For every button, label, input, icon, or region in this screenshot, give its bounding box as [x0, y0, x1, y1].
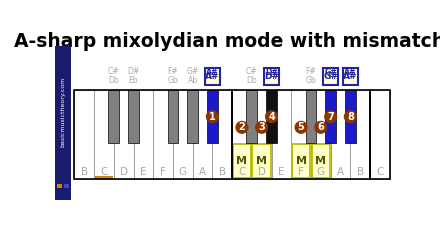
Text: G#: G# — [187, 67, 199, 76]
Text: C: C — [376, 167, 384, 177]
Bar — [266, 90, 277, 143]
Text: 3: 3 — [258, 122, 265, 132]
Text: D#: D# — [265, 68, 278, 77]
Text: A#: A# — [344, 68, 356, 77]
Bar — [311, 90, 330, 179]
Bar — [312, 144, 330, 178]
Text: basicmusictheory.com: basicmusictheory.com — [60, 76, 65, 147]
Text: B: B — [219, 167, 226, 177]
Bar — [252, 90, 271, 179]
Circle shape — [294, 121, 308, 134]
Text: M: M — [236, 156, 247, 166]
Bar — [323, 68, 338, 85]
Text: C#: C# — [246, 67, 257, 76]
Text: F#: F# — [168, 67, 178, 76]
Bar — [325, 90, 336, 143]
Text: E: E — [140, 167, 147, 177]
Circle shape — [206, 110, 219, 123]
Text: D: D — [258, 167, 266, 177]
Bar — [128, 90, 139, 143]
Bar — [264, 68, 279, 85]
Text: G: G — [179, 167, 187, 177]
Bar — [232, 90, 370, 179]
Text: G#: G# — [323, 72, 338, 81]
Bar — [350, 90, 370, 179]
Bar — [63, 184, 69, 188]
Bar — [271, 90, 291, 179]
Text: A-sharp mixolydian mode with mismatches: A-sharp mixolydian mode with mismatches — [14, 32, 440, 51]
Bar — [94, 90, 114, 179]
Text: A: A — [199, 167, 206, 177]
Text: M: M — [296, 156, 307, 166]
Text: 6: 6 — [317, 122, 324, 132]
Bar — [246, 90, 257, 143]
Text: Db: Db — [108, 76, 119, 85]
Bar — [232, 90, 252, 179]
Text: M: M — [315, 156, 326, 166]
Bar — [95, 176, 113, 179]
Text: 4: 4 — [268, 112, 275, 122]
Text: 2: 2 — [238, 122, 246, 132]
Bar — [207, 90, 218, 143]
Text: D#: D# — [264, 72, 279, 81]
Bar — [74, 90, 94, 179]
Text: C: C — [238, 167, 246, 177]
Text: 1: 1 — [209, 112, 216, 122]
Circle shape — [344, 110, 357, 123]
Bar — [330, 90, 350, 179]
Text: A: A — [337, 167, 344, 177]
Text: E: E — [278, 167, 285, 177]
Bar — [168, 90, 178, 143]
Text: B: B — [357, 167, 364, 177]
Bar — [370, 90, 390, 179]
Bar — [108, 90, 119, 143]
Bar — [345, 90, 356, 143]
Bar — [253, 144, 271, 178]
Text: F: F — [298, 167, 304, 177]
Circle shape — [324, 110, 337, 123]
Text: D: D — [120, 167, 128, 177]
Bar — [187, 90, 198, 143]
Bar — [173, 90, 193, 179]
Text: Ab: Ab — [187, 76, 198, 85]
Text: F#: F# — [305, 67, 316, 76]
Text: 8: 8 — [347, 112, 354, 122]
Bar — [114, 90, 133, 179]
Circle shape — [255, 121, 268, 134]
Text: A#: A# — [206, 68, 219, 77]
Text: C#: C# — [108, 67, 120, 76]
Text: F: F — [160, 167, 166, 177]
Text: Eb: Eb — [129, 76, 138, 85]
Bar — [292, 144, 310, 178]
Bar — [55, 46, 70, 200]
Text: C: C — [100, 167, 108, 177]
Text: D#: D# — [128, 67, 139, 76]
Bar — [205, 68, 220, 85]
Circle shape — [235, 121, 249, 134]
Text: M: M — [256, 156, 267, 166]
Text: G: G — [317, 167, 325, 177]
Text: G#: G# — [324, 68, 337, 77]
Bar — [153, 90, 173, 179]
Bar — [213, 90, 232, 179]
Text: B: B — [81, 167, 88, 177]
Text: 7: 7 — [327, 112, 334, 122]
Bar — [305, 90, 316, 143]
Bar — [370, 90, 390, 179]
Bar — [193, 90, 213, 179]
Bar — [233, 144, 251, 178]
Bar — [343, 68, 358, 85]
Text: Gb: Gb — [305, 76, 316, 85]
Text: A#: A# — [343, 72, 358, 81]
Circle shape — [265, 110, 278, 123]
Text: Db: Db — [246, 76, 257, 85]
Text: 5: 5 — [298, 122, 304, 132]
Bar — [133, 90, 153, 179]
Bar — [74, 90, 232, 179]
Bar — [291, 90, 311, 179]
Circle shape — [314, 121, 327, 134]
Bar — [57, 184, 62, 188]
Text: A#: A# — [205, 72, 220, 81]
Text: Gb: Gb — [168, 76, 178, 85]
